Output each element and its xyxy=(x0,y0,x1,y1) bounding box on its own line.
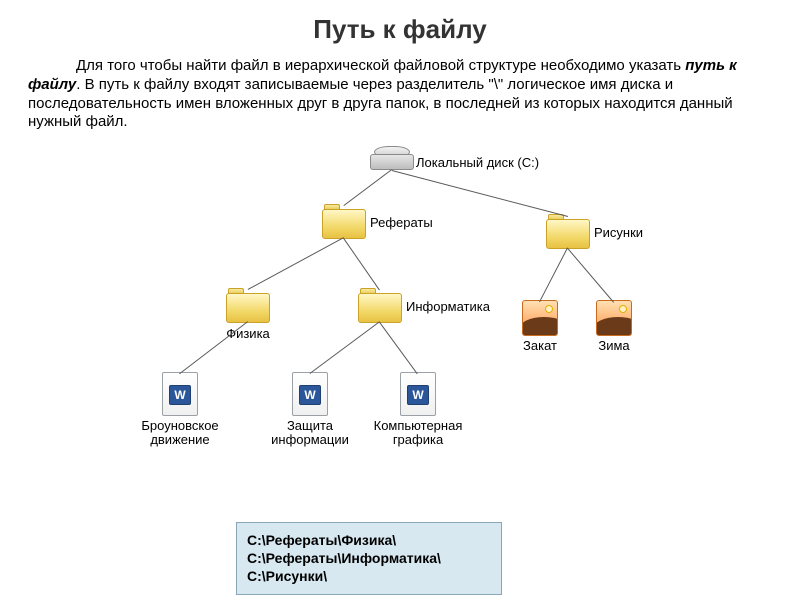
edge-inf-graf xyxy=(379,322,418,375)
node-ref: Рефераты xyxy=(322,204,366,240)
node-broun: WБроуновскоедвижение xyxy=(125,372,235,448)
edge-ris-zima xyxy=(567,248,614,303)
node-ris: Рисунки xyxy=(546,214,590,250)
node-inf: Информатика xyxy=(358,288,402,324)
node-label: Рефераты xyxy=(370,216,433,230)
node-label: Физика xyxy=(193,327,303,341)
paths-box: С:\Рефераты\Физика\ С:\Рефераты\Информат… xyxy=(236,522,502,595)
node-root: Локальный диск (C:) xyxy=(368,144,416,172)
edge-root-ris xyxy=(392,170,568,217)
page-title: Путь к файлу xyxy=(0,0,800,45)
file-tree-diagram: Локальный диск (C:) Рефераты Рисунки Физика… xyxy=(0,138,800,448)
node-label: Броуновскоедвижение xyxy=(125,419,235,448)
node-zima: Зима xyxy=(559,300,669,353)
intro-paragraph: Для того чтобы найти файл в иерархическо… xyxy=(0,45,800,138)
edge-ref-inf xyxy=(343,238,380,291)
node-label: Зима xyxy=(559,339,669,353)
edge-ref-fiz xyxy=(247,237,344,290)
node-fiz: Физика xyxy=(193,288,303,341)
node-label: Защитаинформации xyxy=(255,419,365,448)
node-label: Информатика xyxy=(406,300,490,314)
para-post: . В путь к файлу входят записываемые чер… xyxy=(28,76,733,131)
node-graf: WКомпьютернаяграфика xyxy=(363,372,473,448)
para-pre: Для того чтобы найти файл в иерархическо… xyxy=(76,57,685,74)
edge-ris-zakat xyxy=(539,247,568,302)
node-label: Локальный диск (C:) xyxy=(416,156,539,170)
edge-root-ref xyxy=(343,169,392,206)
edge-inf-zash xyxy=(309,321,380,374)
node-label: Рисунки xyxy=(594,226,643,240)
node-zash: WЗащитаинформации xyxy=(255,372,365,448)
node-label: Компьютернаяграфика xyxy=(363,419,473,448)
